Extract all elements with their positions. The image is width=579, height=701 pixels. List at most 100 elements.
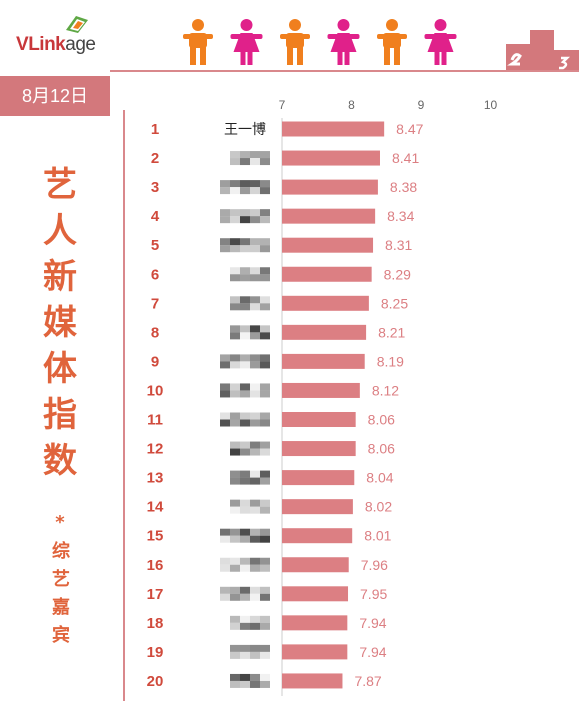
value-label: 8.01 — [364, 528, 391, 544]
side-title-char: 人 — [43, 211, 77, 251]
value-label: 8.41 — [392, 150, 419, 166]
date-badge: 8月12日 — [0, 76, 110, 116]
blurred-name — [220, 238, 270, 253]
logo-age: age — [65, 34, 96, 55]
female-figure-icon — [327, 19, 360, 65]
rank-number: 14 — [147, 499, 164, 516]
blurred-name — [230, 441, 270, 456]
blurred-name — [230, 470, 270, 485]
value-label: 7.96 — [361, 557, 388, 573]
rank-number: 13 — [147, 470, 164, 487]
bar — [282, 615, 348, 631]
side-title-char: 媒 — [43, 303, 77, 343]
value-label: 7.95 — [360, 586, 387, 602]
bar — [282, 441, 356, 457]
rank-number: 1 — [151, 121, 159, 138]
value-label: 8.31 — [385, 237, 412, 253]
bar — [282, 295, 369, 311]
side-subtitle: 综 艺 嘉 宾 — [46, 538, 76, 650]
rank-number: 18 — [147, 615, 164, 632]
value-label: 7.87 — [354, 673, 381, 689]
rank-number: 12 — [147, 441, 164, 458]
bar — [282, 528, 353, 544]
rank-number: 2 — [151, 150, 159, 167]
blurred-name — [230, 325, 270, 340]
side-star: * — [55, 512, 65, 533]
bar — [282, 179, 378, 195]
rank-number: 9 — [151, 353, 159, 370]
logo-link: Link — [28, 34, 66, 55]
bar — [282, 470, 355, 486]
blurred-name — [220, 412, 270, 427]
vlinkage-logo: VLinkage — [16, 34, 96, 56]
blurred-name — [220, 528, 270, 543]
blurred-name — [220, 209, 270, 224]
blurred-name — [230, 499, 270, 514]
bar — [282, 208, 376, 224]
value-label: 8.04 — [366, 470, 393, 486]
rank-number: 7 — [151, 295, 159, 312]
value-label: 8.19 — [377, 353, 404, 369]
male-figure-icon — [280, 19, 310, 65]
bar — [282, 673, 343, 689]
x-tick-label: 7 — [279, 98, 286, 112]
value-label: 8.38 — [390, 179, 417, 195]
bar — [282, 412, 356, 427]
side-title-char: 体 — [43, 349, 77, 389]
side-title-char: 数 — [43, 441, 77, 481]
x-tick-label: 9 — [418, 98, 425, 112]
x-tick-label: 8 — [348, 98, 355, 112]
rank-number: 16 — [147, 557, 164, 574]
side-title-char: 指 — [43, 395, 77, 435]
value-label: 8.34 — [387, 208, 414, 224]
rank-number: 3 — [151, 179, 159, 196]
bar — [282, 557, 349, 573]
blurred-name — [220, 354, 270, 369]
side-subtitle-char: 嘉 — [52, 597, 70, 618]
people-figures — [183, 19, 457, 65]
value-label: 8.12 — [372, 382, 399, 398]
category-label: 王一博 — [224, 121, 266, 138]
value-label: 8.02 — [365, 499, 392, 515]
podium-icon — [506, 20, 579, 70]
blurred-name — [220, 180, 270, 195]
blurred-name — [230, 615, 270, 630]
bar — [282, 499, 353, 515]
female-figure-icon — [230, 19, 263, 65]
male-figure-icon — [183, 19, 213, 65]
side-title-char: 艺 — [43, 165, 77, 205]
value-label: 8.06 — [368, 412, 395, 428]
bar — [282, 121, 385, 137]
logo-v: V — [16, 34, 29, 55]
value-label: 8.06 — [368, 441, 395, 457]
side-title: 艺 人 新 媒 体 指 数 — [40, 162, 80, 484]
male-figure-icon — [377, 19, 407, 65]
bar — [282, 266, 372, 282]
value-label: 8.25 — [381, 295, 408, 311]
rank-number: 20 — [147, 673, 164, 690]
blurred-name — [220, 383, 270, 398]
value-label: 7.94 — [359, 644, 386, 660]
x-tick-label: 10 — [484, 98, 498, 112]
value-label: 8.21 — [378, 324, 405, 340]
rank-number: 6 — [151, 266, 159, 283]
left-divider — [123, 110, 125, 701]
logo-mark-icon — [66, 16, 88, 33]
blurred-name — [230, 296, 270, 311]
rank-number: 4 — [151, 208, 160, 225]
bar — [282, 237, 374, 253]
side-subtitle-char: 宾 — [52, 625, 70, 646]
blurred-name — [230, 151, 270, 166]
blurred-name — [230, 267, 270, 282]
side-title-char: 新 — [43, 257, 77, 297]
header: VLinkage — [0, 0, 579, 70]
side-subtitle-char: 艺 — [52, 569, 70, 590]
bar — [282, 353, 365, 369]
blurred-name — [220, 586, 270, 601]
blurred-name — [230, 644, 270, 659]
rank-number: 5 — [151, 237, 159, 254]
bar — [282, 586, 349, 602]
blurred-name — [220, 557, 270, 572]
rank-number: 11 — [147, 412, 163, 429]
